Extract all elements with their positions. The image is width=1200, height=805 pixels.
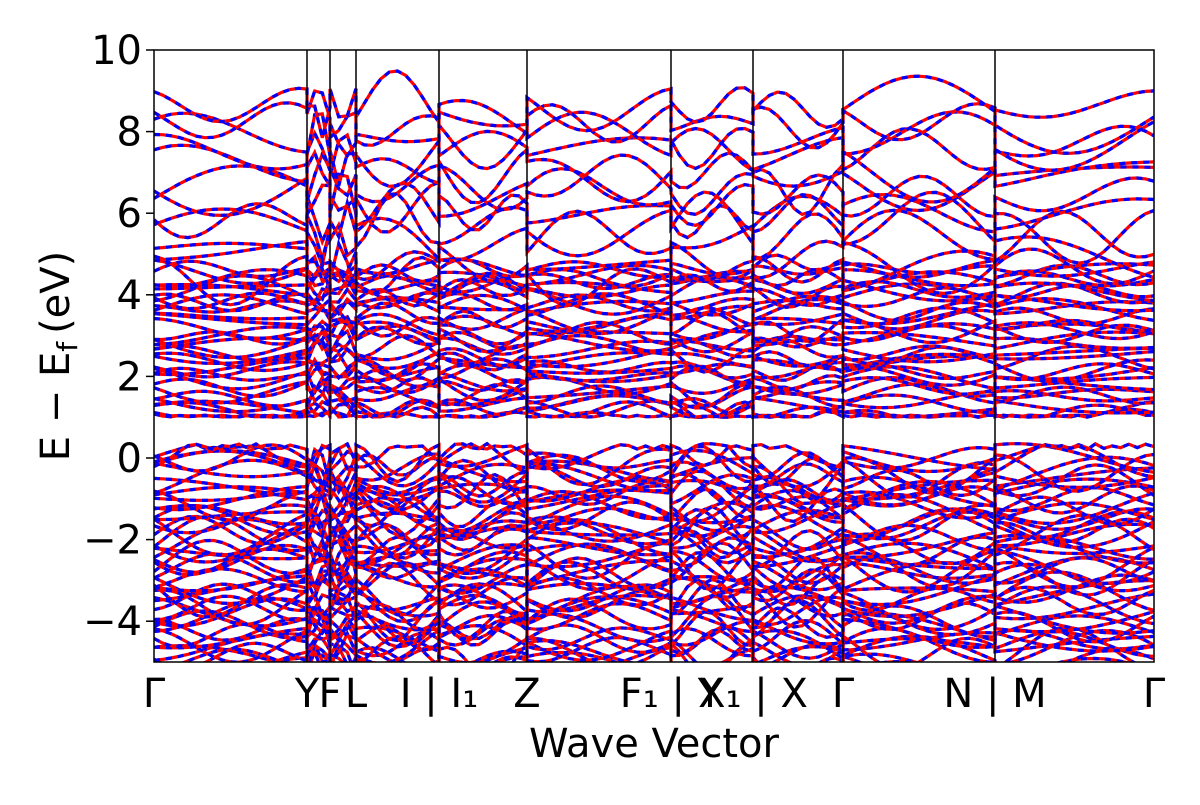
y-tick-label: 10 [91,28,142,74]
y-axis: −4 −2 0 2 4 6 8 10 [83,28,154,645]
y-tick-label: −2 [83,518,142,564]
band-line-up [154,69,1154,139]
band-line-down [154,620,1154,662]
plot-frame [153,49,1155,663]
band-line-up [154,253,1154,286]
x-tick-label: L [345,671,368,717]
band-line-down [154,449,1154,506]
band-line-down [154,132,1154,205]
band-line-up [154,623,1154,662]
band-line-down [154,235,1154,296]
band-line-down [154,444,1154,499]
band-line-down [154,626,1154,662]
band-line-down [154,164,1154,234]
band-line-down [154,561,1154,607]
band-line-down [154,513,1154,566]
x-tick-label: X₁ | X [698,671,808,717]
y-tick-label: 8 [117,110,142,156]
band-line-down [154,325,1154,360]
band-line-down [154,292,1154,322]
bands-layer [154,69,1154,662]
kpoint-divider-lines [306,50,996,662]
x-tick-label: I | I₁ [400,671,479,717]
band-line-down [154,208,1154,272]
band-line-down [154,110,1154,172]
y-axis-title: E − Ef (eV) [33,251,84,462]
band-line-down [154,441,1154,489]
band-line-down [154,238,1154,307]
y-tick-label: 2 [117,354,142,400]
band-line-down [154,124,1154,188]
band-line-down [154,362,1154,391]
y-axis-title-subscript: f [51,341,84,352]
x-tick-label: N | M [943,671,1046,717]
x-tick-label: Γ [1143,671,1166,717]
band-line-down [154,554,1154,606]
band-line-down [154,590,1154,649]
band-line-up [154,110,1154,172]
x-tick-label: Γ [143,671,166,717]
band-line-down [154,442,1154,494]
band-line-down [154,555,1154,595]
y-tick-label: 6 [117,191,142,237]
y-axis-title-main: E − E [33,352,79,462]
band-line-down [154,306,1154,338]
band-line-down [154,89,1154,155]
band-line-down [154,374,1154,408]
band-line-down [154,570,1154,624]
band-line-down [154,479,1154,537]
y-axis-title-unit: (eV) [33,251,79,334]
x-axis-title: Wave Vector [529,721,780,767]
band-line-down [154,69,1154,139]
band-line-down [154,508,1154,557]
x-tick-label: Z [513,671,540,717]
x-tick-label: Γ [832,671,855,717]
band-line-down [154,517,1154,564]
band-line-down [154,364,1154,396]
band-line-down [154,441,1154,474]
band-line-up [154,89,1154,155]
band-line-down [154,402,1154,421]
band-line-up [154,132,1154,205]
band-line-down [154,550,1154,597]
x-tick-label: Y [294,671,320,717]
band-line-down [154,594,1154,644]
x-tick-label: F₁ | Y [620,671,723,717]
y-tick-label: −4 [83,599,142,645]
band-line-down [154,606,1154,649]
y-tick-label: 4 [117,273,142,319]
band-line-up [154,374,1154,404]
band-line-down [154,619,1154,656]
band-line-down [154,578,1154,632]
band-line-down [154,279,1154,316]
band-line-down [154,568,1154,619]
band-line-down [154,469,1154,513]
band-line-up [154,271,1154,303]
y-tick-label: 0 [117,436,142,482]
band-line-down [154,517,1154,565]
x-tick-label: F [318,671,341,717]
